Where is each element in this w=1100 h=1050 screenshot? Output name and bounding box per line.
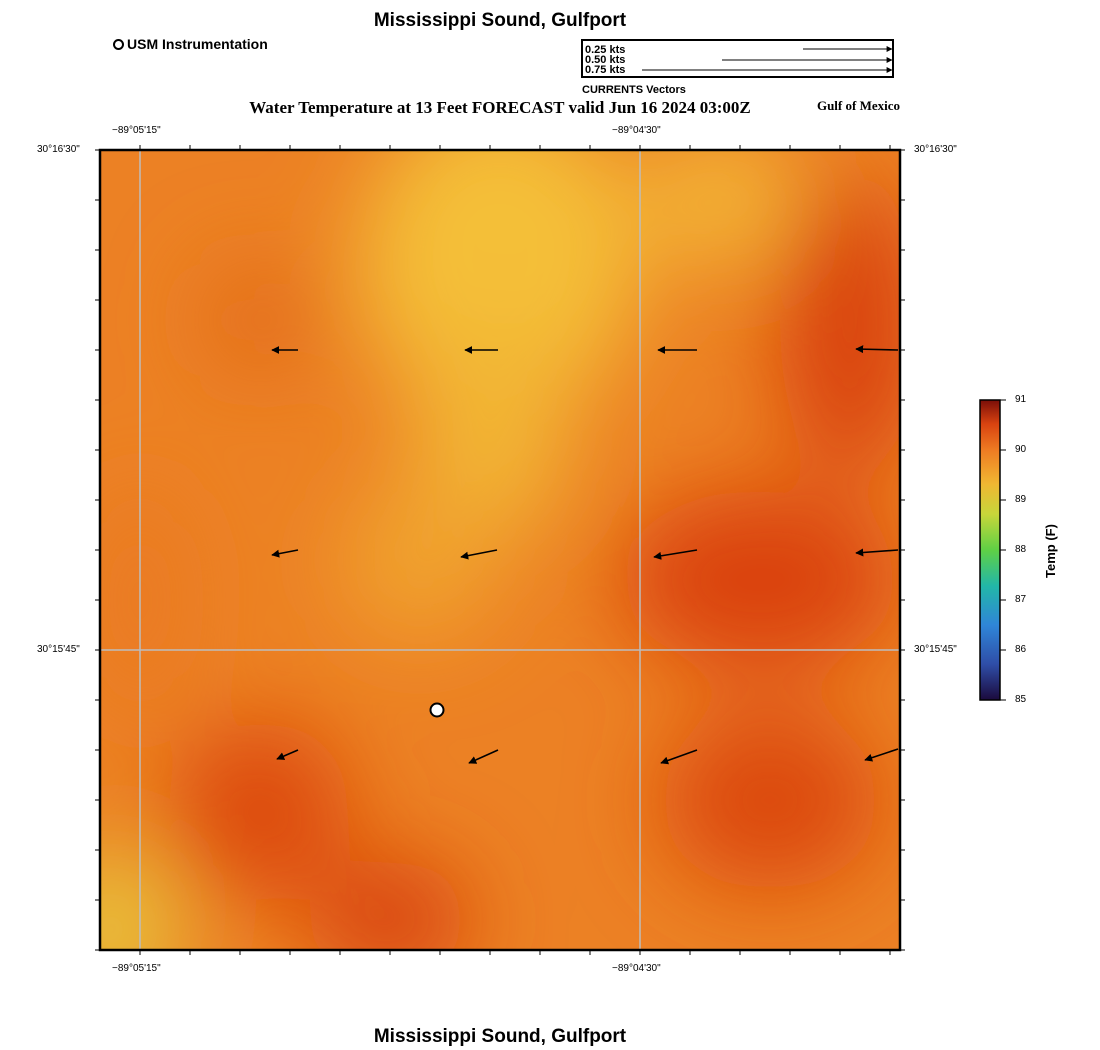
map-title-bottom: Mississippi Sound, Gulfport (373, 1026, 627, 1047)
colorbar (979, 399, 1001, 701)
current-vector (468, 749, 499, 764)
colorbar-tick-label: 85 (1015, 694, 1027, 705)
vector-scale-label-075: 0.75 kts (585, 64, 626, 76)
vector-scale-box (581, 39, 894, 78)
lon-label-top-2: −89°04'30" (612, 125, 661, 136)
station-legend: USM Instrumentation (113, 36, 268, 52)
station-legend-label: USM Instrumentation (127, 36, 268, 52)
colorbar-tick-label: 87 (1015, 594, 1027, 605)
lat-label-right-2: 30°15'45" (914, 644, 957, 655)
lat-label-left-2: 30°15'45" (37, 644, 80, 655)
lon-label-bottom-2: −89°04'30" (612, 963, 661, 974)
current-vector (855, 345, 899, 354)
lon-label-top-1: −89°05'15" (112, 125, 161, 136)
current-vector (660, 749, 698, 765)
lon-label-bottom-1: −89°05'15" (112, 963, 161, 974)
map-ticks (95, 145, 905, 955)
colorbar-tick-label: 88 (1015, 544, 1027, 555)
current-vector (276, 749, 299, 760)
current-vector (653, 549, 698, 560)
colorbar-tick-label: 90 (1015, 444, 1027, 455)
vector-scale-label-025: 0.25 kts (585, 44, 626, 56)
temperature-field (100, 150, 900, 950)
current-vector (855, 548, 899, 557)
colorbar-ticks (1000, 399, 1006, 701)
colorbar-tick-label: 91 (1015, 394, 1027, 405)
vector-scale-label-050: 0.50 kts (585, 54, 626, 66)
current-vector (271, 549, 299, 558)
station-marker-icon (113, 38, 124, 50)
colorbar-tick-label: 86 (1015, 644, 1027, 655)
map-plot-title: Water Temperature at 13 Feet FORECAST va… (249, 98, 751, 117)
lat-label-right-1: 30°16'30" (914, 144, 957, 155)
usm-station-marker[interactable] (429, 702, 445, 718)
vector-caption: CURRENTS Vectors (582, 84, 686, 96)
current-vectors (271, 345, 899, 765)
lat-label-left-1: 30°16'30" (37, 144, 80, 155)
colorbar-title: Temp (F) (1043, 524, 1058, 578)
region-label: Gulf of Mexico (816, 98, 900, 113)
colorbar-tick-label: 89 (1015, 494, 1027, 505)
map-title-top: Mississippi Sound, Gulfport (373, 10, 627, 31)
current-vector (864, 748, 899, 762)
current-vector (460, 549, 498, 560)
